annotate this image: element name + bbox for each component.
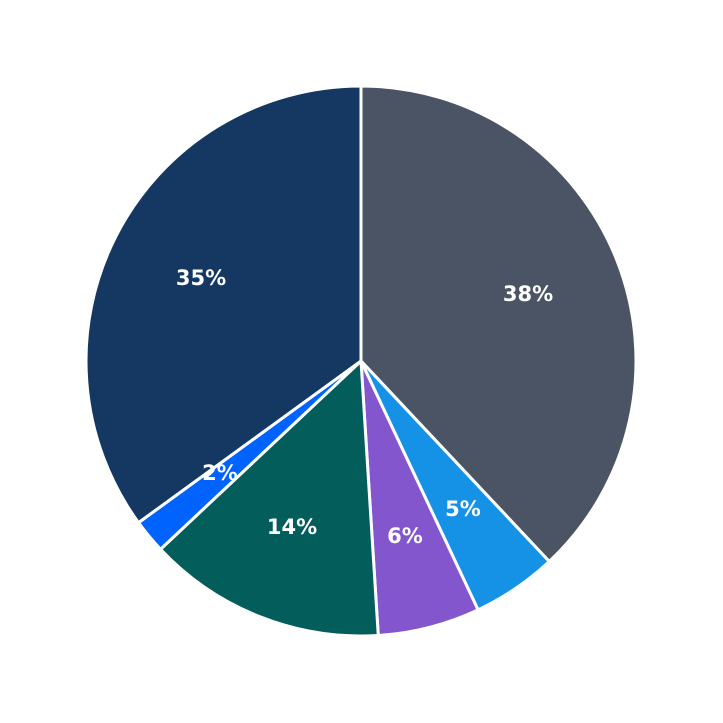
pie-slice-38pct: [359, 84, 638, 563]
slice-label: 35%: [176, 266, 226, 290]
slice-label: 5%: [445, 497, 481, 521]
pie-slice-14pct: [159, 359, 380, 638]
pie-slice-35pct: [84, 84, 363, 525]
pie-slices: [84, 84, 638, 638]
slice-label: 14%: [267, 515, 317, 539]
pie-labels: 38% 5% 6% 14% 2% 35%: [176, 266, 553, 548]
slice-label: 38%: [503, 282, 553, 306]
slice-label: 2%: [202, 461, 238, 485]
slice-label: 6%: [387, 524, 423, 548]
